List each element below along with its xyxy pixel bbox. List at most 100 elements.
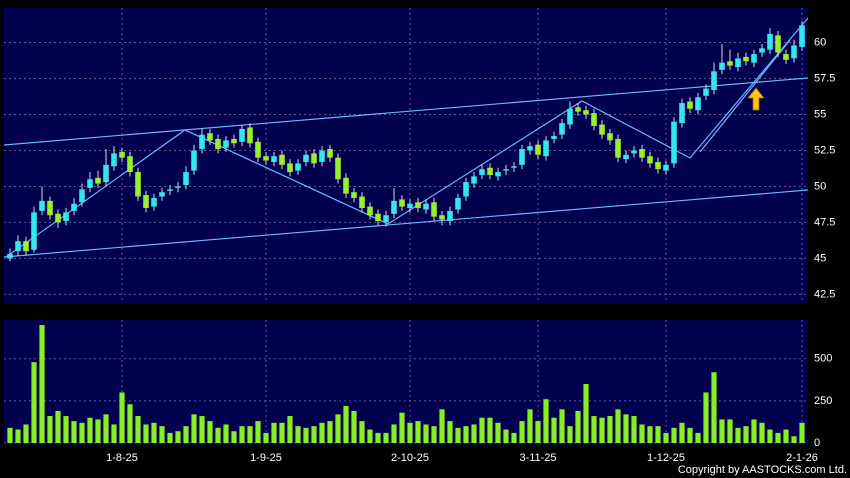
candle-body [103, 164, 109, 183]
candle-body [55, 213, 61, 223]
y-tick-label: 52.5 [814, 144, 835, 156]
volume-bar [615, 409, 621, 443]
candle-body [71, 203, 77, 211]
candle-body [623, 154, 629, 160]
volume-bar [687, 427, 693, 443]
y-tick-label: 42.5 [814, 288, 835, 300]
candle-body [95, 177, 101, 184]
volume-bar [55, 410, 61, 443]
candle-body [319, 150, 325, 162]
candle-body [47, 200, 53, 216]
candle-body [223, 140, 229, 148]
candle-body [15, 241, 21, 252]
candle-body [199, 134, 205, 150]
candle-body [167, 189, 173, 191]
volume-bar [375, 432, 381, 443]
volume-bar [399, 412, 405, 443]
candle-body [191, 150, 197, 171]
candle-body [527, 146, 533, 151]
candle-body [695, 97, 701, 111]
candle-body [135, 172, 141, 197]
volume-bar [519, 421, 525, 443]
volume-bar [351, 410, 357, 443]
y2-tick-label: 0 [814, 437, 820, 449]
volume-bar [711, 372, 717, 443]
candle-body [391, 200, 397, 214]
signal-arrow [747, 87, 765, 111]
candle-body [407, 203, 413, 209]
volume-bar [551, 417, 557, 443]
volume-bar [215, 427, 221, 443]
volume-bar [111, 424, 117, 443]
volume-bar [439, 409, 445, 443]
candle-body [7, 254, 13, 259]
volume-bar [39, 325, 45, 443]
candle-body [431, 202, 437, 217]
volume-bar [15, 429, 21, 443]
y2-tick-label: 250 [814, 395, 832, 407]
volume-bar [599, 417, 605, 443]
candle-body [535, 144, 541, 155]
candle-body [343, 177, 349, 194]
volume-bar [527, 409, 533, 443]
y-tick-label: 47.5 [814, 216, 835, 228]
x-tick-label: 2-10-25 [391, 452, 429, 464]
candle-body [615, 138, 621, 158]
volume-bar [631, 416, 637, 443]
volume-bar [511, 432, 517, 443]
volume-bar [791, 436, 797, 443]
candle-body [495, 172, 501, 177]
candle-body [751, 54, 757, 63]
volume-bar [671, 427, 677, 443]
candle-body [311, 153, 317, 164]
volume-bar [471, 424, 477, 443]
volume-bar [391, 424, 397, 443]
volume-bar [135, 416, 141, 443]
candle-body [607, 133, 613, 141]
volume-bar [535, 421, 541, 443]
volume-bar [119, 392, 125, 443]
candle-body [207, 133, 213, 141]
candle-body [351, 192, 357, 198]
volume-bar [23, 424, 29, 443]
volume-bar [327, 421, 333, 443]
volume-bar [159, 426, 165, 443]
candle-body [591, 113, 597, 126]
volume-bar [503, 429, 509, 443]
x-tick-label: 2-1-26 [786, 452, 818, 464]
candle-body [519, 149, 525, 165]
volume-bar [623, 414, 629, 443]
candle-body [415, 202, 421, 209]
y-tick-label: 45 [814, 252, 826, 264]
volume-bar [151, 422, 157, 443]
candle-body [503, 169, 509, 171]
x-tick-label: 1-9-25 [250, 452, 282, 464]
x-tick-label: 1-12-25 [647, 452, 685, 464]
candle-body [303, 154, 309, 162]
candle-body [231, 138, 237, 144]
candle-body [23, 241, 29, 252]
candle-body [759, 48, 765, 53]
volume-bar [455, 427, 461, 443]
volume-bar [679, 422, 685, 443]
volume-bar [575, 410, 581, 443]
y-tick-label: 50 [814, 180, 826, 192]
volume-bar [735, 427, 741, 443]
candle-body [247, 127, 253, 144]
candle-body [327, 149, 333, 158]
volume-bar [79, 422, 85, 443]
volume-bar [95, 419, 101, 443]
y2-tick-label: 500 [814, 353, 832, 365]
candle-body [511, 166, 517, 168]
candle-body [631, 150, 637, 154]
candle-body [463, 182, 469, 197]
candle-body [687, 101, 693, 109]
candle-body [799, 25, 805, 47]
volume-bar [319, 422, 325, 443]
volume-bar [639, 424, 645, 443]
volume-bar [63, 416, 69, 443]
volume-bar [295, 426, 301, 443]
volume-bar [103, 414, 109, 443]
volume-bar [759, 422, 765, 443]
